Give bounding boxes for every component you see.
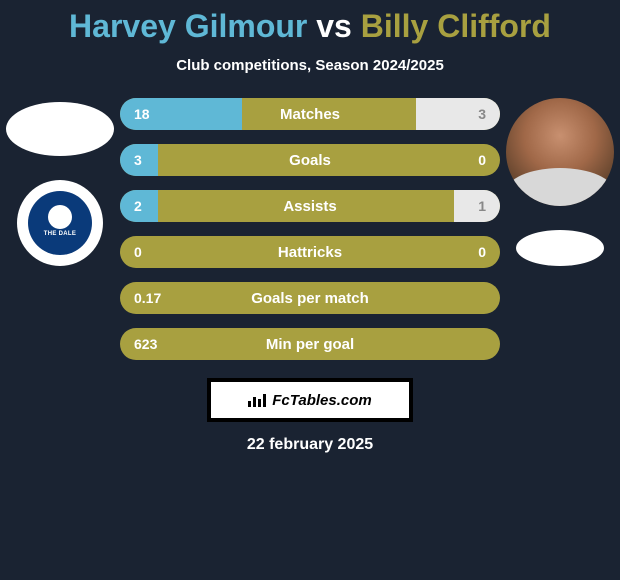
comparison-card: Harvey Gilmour vs Billy Clifford Club co… [0, 0, 620, 580]
stat-value-right: 3 [478, 106, 486, 122]
stat-bar: 3Goals0 [120, 144, 500, 176]
stat-bar: 623Min per goal [120, 328, 500, 360]
ball-icon [48, 205, 72, 229]
player2-name: Billy Clifford [361, 8, 551, 44]
player1-side: THE DALE [0, 98, 120, 266]
player2-avatar [506, 98, 614, 206]
stat-bars: 18Matches33Goals02Assists10Hattricks00.1… [120, 98, 500, 360]
stat-label: Assists [120, 198, 500, 215]
stat-label: Min per goal [120, 336, 500, 353]
brand-badge[interactable]: FcTables.com [207, 378, 413, 422]
date-text: 22 february 2025 [247, 436, 373, 454]
brand-text: FcTables.com [272, 392, 371, 409]
club-badge-inner: THE DALE [28, 191, 92, 255]
vs-text: vs [316, 8, 352, 44]
player2-side [500, 98, 620, 266]
stat-value-right: 1 [478, 198, 486, 214]
stat-label: Goals per match [120, 290, 500, 307]
stat-bar: 2Assists1 [120, 190, 500, 222]
subtitle: Club competitions, Season 2024/2025 [176, 57, 444, 74]
main-row: THE DALE 18Matches33Goals02Assists10Hatt… [0, 98, 620, 360]
stat-value-right: 0 [478, 152, 486, 168]
stat-label: Goals [120, 152, 500, 169]
player1-name: Harvey Gilmour [69, 8, 307, 44]
stat-label: Matches [120, 106, 500, 123]
stat-bar: 18Matches3 [120, 98, 500, 130]
stat-value-right: 0 [478, 244, 486, 260]
club-badge-text: THE DALE [44, 231, 76, 237]
stat-bar: 0.17Goals per match [120, 282, 500, 314]
page-title: Harvey Gilmour vs Billy Clifford [69, 8, 551, 45]
player2-club-placeholder [516, 230, 604, 266]
player1-avatar-placeholder [6, 102, 114, 156]
stat-label: Hattricks [120, 244, 500, 261]
stat-bar: 0Hattricks0 [120, 236, 500, 268]
chart-icon [248, 393, 266, 407]
player1-club-badge: THE DALE [17, 180, 103, 266]
